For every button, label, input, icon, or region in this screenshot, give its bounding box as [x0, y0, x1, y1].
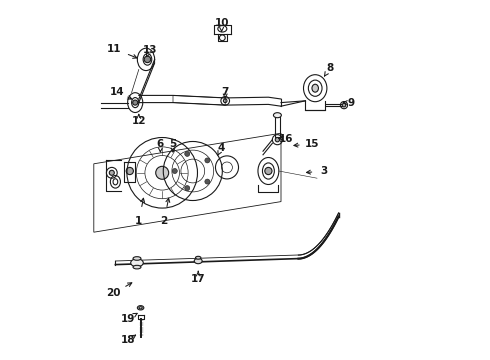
Circle shape — [265, 167, 272, 175]
Text: 1: 1 — [135, 216, 143, 226]
Ellipse shape — [139, 307, 142, 309]
Text: 11: 11 — [106, 44, 121, 54]
Circle shape — [144, 56, 151, 63]
Text: 17: 17 — [191, 274, 205, 284]
Text: 20: 20 — [106, 288, 121, 298]
Ellipse shape — [133, 265, 141, 269]
Ellipse shape — [196, 256, 201, 259]
Text: 2: 2 — [160, 216, 168, 226]
Circle shape — [109, 170, 114, 175]
Circle shape — [185, 186, 190, 191]
Text: 9: 9 — [347, 98, 355, 108]
Circle shape — [275, 138, 280, 142]
Text: 3: 3 — [320, 166, 328, 176]
Text: 19: 19 — [121, 314, 135, 324]
Circle shape — [126, 167, 133, 175]
Text: 5: 5 — [170, 139, 176, 149]
Ellipse shape — [273, 113, 281, 118]
Text: 4: 4 — [218, 143, 225, 153]
Ellipse shape — [133, 257, 141, 260]
Circle shape — [156, 166, 169, 179]
Text: 18: 18 — [121, 335, 135, 345]
Ellipse shape — [137, 306, 144, 310]
Ellipse shape — [312, 84, 318, 92]
Text: 7: 7 — [221, 87, 229, 97]
Circle shape — [205, 179, 210, 184]
Circle shape — [342, 103, 346, 107]
Ellipse shape — [194, 258, 202, 264]
Text: 15: 15 — [304, 139, 319, 149]
Text: 14: 14 — [110, 87, 124, 97]
Text: 8: 8 — [326, 63, 333, 73]
Text: 6: 6 — [157, 139, 164, 149]
Text: 10: 10 — [214, 18, 229, 28]
Circle shape — [133, 100, 138, 105]
Circle shape — [205, 158, 210, 163]
Text: 13: 13 — [143, 45, 157, 55]
Circle shape — [185, 151, 190, 156]
Circle shape — [172, 168, 177, 174]
Circle shape — [223, 99, 227, 103]
Text: 12: 12 — [131, 116, 146, 126]
Ellipse shape — [131, 259, 143, 267]
Text: 16: 16 — [279, 134, 294, 144]
